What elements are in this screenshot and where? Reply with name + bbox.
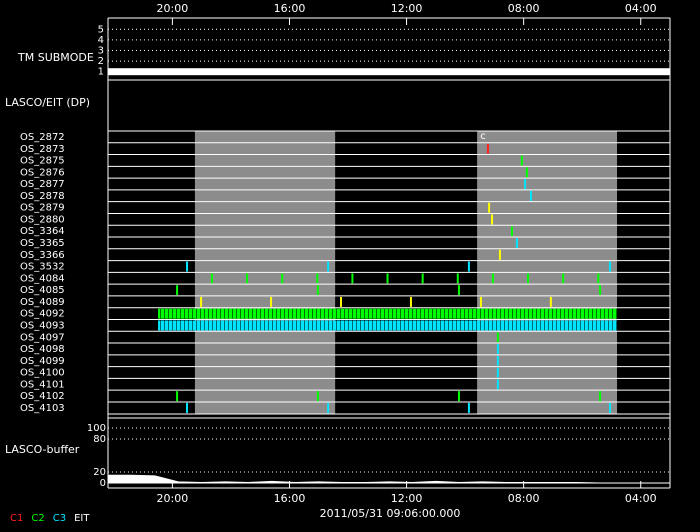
x-tick-label: 08:00: [508, 492, 540, 505]
row-label: OS_4103: [20, 403, 65, 414]
legend-entry: C2: [31, 513, 44, 524]
legend-entry: C1: [10, 513, 23, 524]
row-label: OS_2876: [20, 167, 65, 178]
submode-label: TM SUBMODE: [17, 51, 94, 64]
row-label: OS_4102: [20, 391, 65, 402]
x-tick-label: 04:00: [625, 492, 657, 505]
row-label: OS_4085: [20, 285, 65, 296]
row-label: OS_3364: [20, 226, 65, 237]
row-label: OS_3366: [20, 250, 65, 261]
row-label: OS_2875: [20, 156, 65, 167]
row-label: OS_4092: [20, 309, 65, 320]
x-tick-label: 20:00: [157, 2, 189, 15]
row-label: OS_4089: [20, 297, 65, 308]
x-tick-label: 08:00: [508, 2, 540, 15]
annotation: c: [480, 131, 486, 142]
band-texture: [158, 320, 618, 331]
x-tick-label: 20:00: [157, 492, 189, 505]
row-label: OS_4100: [20, 368, 65, 379]
row-label: OS_3532: [20, 262, 65, 273]
row-label: OS_4098: [20, 344, 65, 355]
y-tick-label: 2: [98, 56, 104, 67]
row-label: OS_4093: [20, 320, 65, 331]
x-tick-label: 16:00: [274, 2, 306, 15]
row-label: OS_2878: [20, 191, 65, 202]
row-label: OS_2880: [20, 214, 65, 225]
row-label: OS_2872: [20, 132, 65, 143]
y-tick-label: 5: [98, 24, 104, 35]
x-tick-label: 04:00: [625, 2, 657, 15]
x-tick-label: 16:00: [274, 492, 306, 505]
row-label: OS_4097: [20, 332, 65, 343]
y-tick-label: 80: [93, 434, 106, 445]
row-label: OS_2873: [20, 144, 65, 155]
band-texture: [158, 308, 618, 319]
row-label: OS_4099: [20, 356, 65, 367]
legend-entry: EIT: [74, 513, 90, 524]
y-tick-label: 0: [100, 478, 106, 489]
y-tick-label: 100: [87, 423, 106, 434]
y-tick-label: 3: [98, 46, 104, 57]
row-label: OS_2877: [20, 179, 65, 190]
date-label: 2011/05/31 09:06:00.000: [320, 507, 461, 520]
x-tick-label: 12:00: [391, 2, 423, 15]
buffer-area: [107, 474, 670, 484]
x-tick-label: 12:00: [391, 492, 423, 505]
y-tick-label: 1: [98, 67, 104, 78]
y-tick-label: 4: [98, 35, 104, 46]
row-label: OS_2879: [20, 203, 65, 214]
legend-entry: C3: [53, 513, 66, 524]
row-label: OS_4084: [20, 273, 65, 284]
y-tick-label: 20: [93, 467, 106, 478]
dp-label: LASCO/EIT (DP): [5, 96, 90, 109]
mode-bar: [108, 68, 670, 76]
row-label: OS_3365: [20, 238, 65, 249]
buffer-label: LASCO-buffer: [5, 443, 80, 456]
row-label: OS_4101: [20, 379, 65, 390]
